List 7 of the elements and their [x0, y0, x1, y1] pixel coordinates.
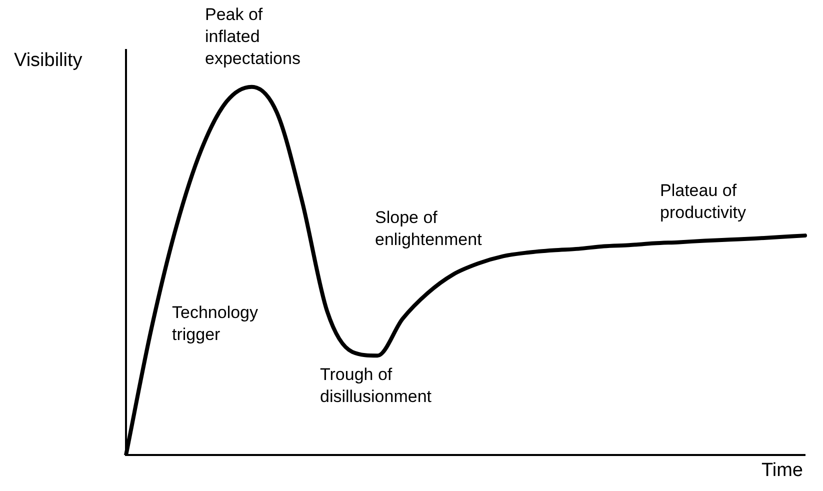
annotation: Trough of disillusionment [320, 364, 432, 408]
y-axis-title: Visibility [14, 50, 82, 72]
annotation: Technology trigger [172, 302, 260, 346]
annotation: Plateau of productivity [660, 180, 747, 224]
text: Peak of inflated expectations [205, 4, 302, 70]
x-axis-title: Time [761, 460, 803, 482]
annotation: Slope of enlightenment [375, 207, 483, 251]
